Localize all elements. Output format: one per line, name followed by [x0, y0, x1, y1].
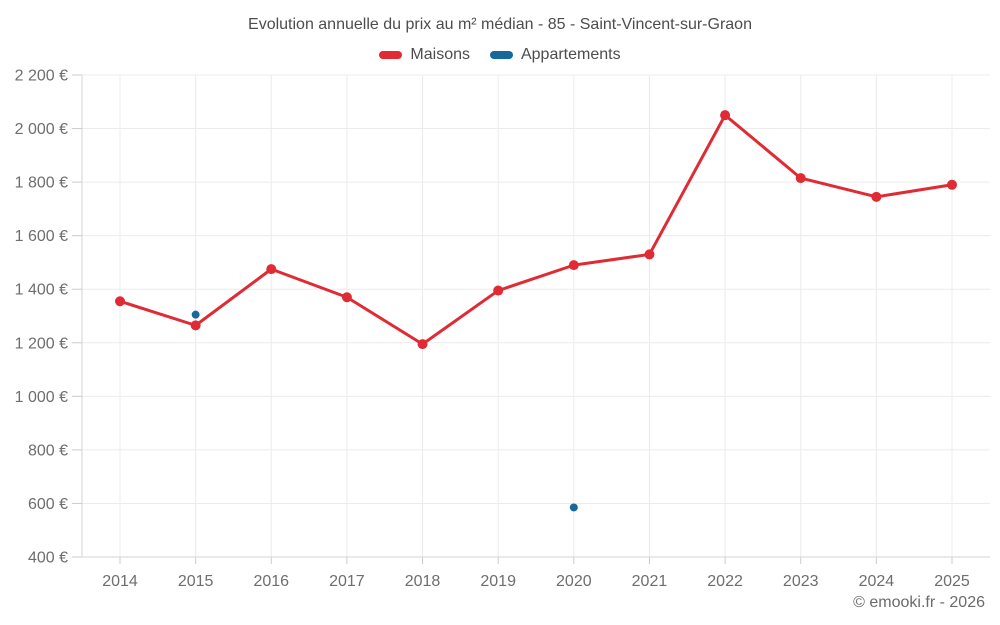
appartements-swatch-icon — [489, 51, 513, 59]
maisons-point[interactable] — [795, 173, 806, 184]
y-tick-label: 400 € — [28, 550, 68, 567]
legend-label-appartements: Appartements — [520, 46, 621, 63]
x-tick-label: 2019 — [480, 573, 516, 590]
y-tick-label: 1 000 € — [15, 389, 68, 406]
maisons-point[interactable] — [417, 339, 428, 350]
x-tick-label: 2022 — [707, 573, 743, 590]
x-tick-label: 2024 — [859, 573, 895, 590]
maisons-point[interactable] — [568, 260, 579, 271]
y-tick-label: 1 200 € — [15, 335, 68, 352]
x-tick-label: 2018 — [405, 573, 441, 590]
x-tick-label: 2015 — [178, 573, 214, 590]
appartements-point[interactable] — [191, 310, 200, 319]
y-tick-label: 2 000 € — [15, 121, 68, 138]
maisons-line — [118, 113, 954, 346]
legend: Maisons Appartements — [0, 46, 1000, 64]
appartements-point[interactable] — [569, 503, 578, 512]
y-tick-label: 600 € — [28, 496, 68, 513]
maisons-point[interactable] — [493, 285, 504, 296]
x-tick-label: 2014 — [102, 573, 138, 590]
x-tick-label: 2025 — [934, 573, 970, 590]
x-tick-label: 2023 — [783, 573, 819, 590]
x-tick-label: 2020 — [556, 573, 592, 590]
y-tick-label: 1 400 € — [15, 282, 68, 299]
y-tick-label: 800 € — [28, 442, 68, 459]
maisons-point[interactable] — [871, 191, 882, 202]
copyright: © emooki.fr - 2026 — [853, 594, 985, 611]
x-tick-label: 2016 — [253, 573, 289, 590]
maisons-swatch-icon — [379, 51, 403, 59]
y-tick-label: 2 200 € — [15, 68, 68, 85]
y-tick-label: 1 600 € — [15, 228, 68, 245]
chart-title: Evolution annuelle du prix au m² médian … — [248, 16, 752, 33]
maisons-point[interactable] — [644, 249, 655, 260]
maisons-point[interactable] — [341, 292, 352, 303]
y-tick-label: 1 800 € — [15, 175, 68, 192]
legend-label-maisons: Maisons — [410, 46, 470, 63]
maisons-point[interactable] — [266, 264, 277, 275]
maisons-point[interactable] — [190, 320, 201, 331]
maisons-point[interactable] — [720, 110, 731, 121]
maisons-point[interactable] — [115, 296, 125, 307]
x-tick-label: 2017 — [329, 573, 365, 590]
legend-item-appartements[interactable]: Appartements — [489, 46, 621, 64]
x-tick-label: 2021 — [632, 573, 668, 590]
maisons-point[interactable] — [947, 179, 957, 190]
legend-item-maisons[interactable]: Maisons — [379, 46, 470, 64]
